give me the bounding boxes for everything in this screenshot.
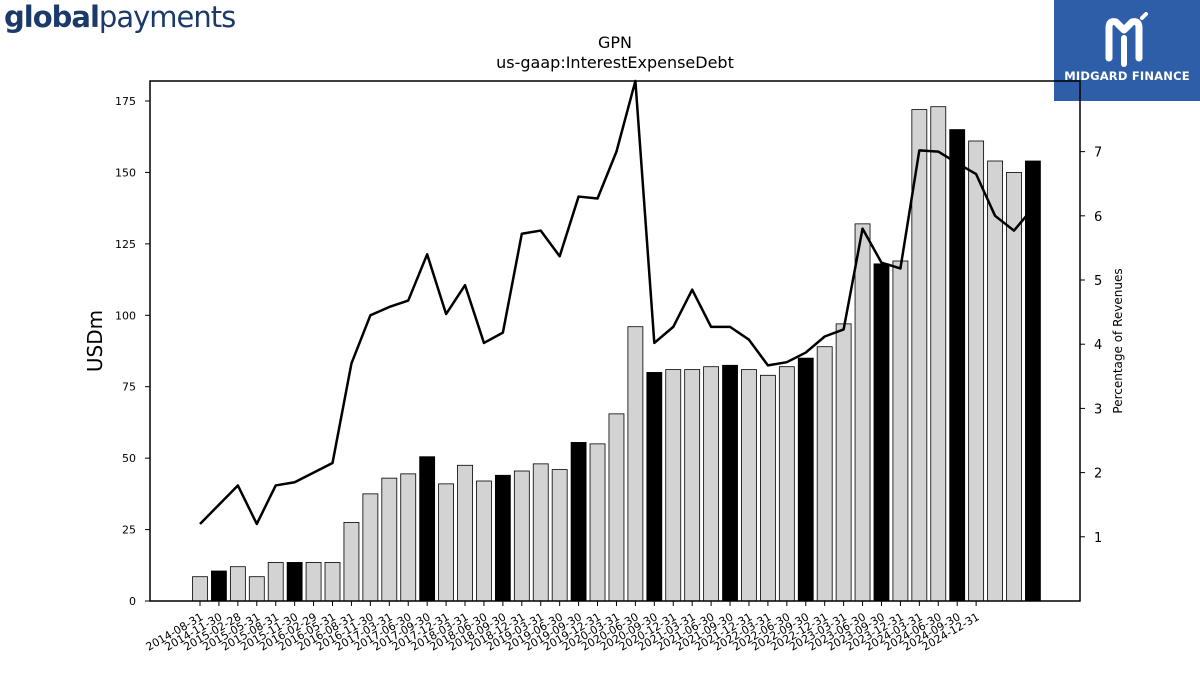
plot-frame [149, 80, 1081, 602]
series-line [199, 79, 1034, 526]
y-tick-label: 100 [115, 309, 136, 322]
y-axis-label: USDm [83, 310, 107, 372]
bar [419, 456, 436, 602]
line-layer [199, 79, 1034, 526]
bar [1025, 160, 1041, 602]
chart-title: GPN [598, 33, 632, 52]
bar [532, 463, 549, 602]
bar [248, 576, 265, 602]
y2-tick-label: 7 [1094, 146, 1102, 161]
bar [835, 323, 852, 602]
bar [760, 374, 776, 602]
bars-layer [192, 106, 1041, 602]
bar [438, 483, 454, 602]
bar [551, 469, 568, 602]
y-tick-label: 25 [122, 524, 136, 537]
bar [400, 473, 417, 602]
logo-regular-part: payments [98, 0, 236, 34]
bar [589, 443, 606, 602]
bar [192, 576, 208, 602]
bar [286, 562, 303, 602]
bar [381, 477, 398, 602]
y-tick-label: 50 [122, 452, 136, 465]
midgard-logo-text: MIDGARD FINANCE [1064, 69, 1190, 83]
y-tick-label: 150 [115, 166, 136, 179]
midgard-finance-logo: MIDGARD FINANCE [1054, 0, 1200, 101]
bar [797, 357, 814, 602]
bar [570, 442, 587, 602]
bar [362, 493, 379, 602]
y2-tick-label: 4 [1094, 338, 1102, 353]
bar [646, 372, 663, 602]
bar [665, 369, 682, 602]
chart-subtitle: us-gaap:InterestExpenseDebt [496, 53, 734, 72]
y2-tick-label: 5 [1094, 274, 1102, 289]
bar [267, 562, 284, 602]
x-axis: 2014-08-312014-11-302015-02-282015-05-31… [144, 601, 982, 654]
bar [229, 566, 246, 602]
bar [457, 464, 473, 602]
y2-axis-label: Percentage of Revenues [1111, 268, 1125, 413]
bar [627, 326, 644, 602]
bar [343, 522, 360, 602]
bar [892, 260, 909, 602]
y-axis-left: 0 25 50 75 100 125 150 175 [115, 95, 150, 608]
bar [949, 129, 966, 602]
y2-tick-label: 2 [1094, 467, 1102, 482]
bar [476, 480, 492, 602]
bar [513, 470, 530, 602]
globalpayments-logo: globalpayments [4, 0, 236, 34]
bar [816, 346, 833, 602]
bar [684, 369, 701, 602]
y-tick-label: 125 [115, 238, 136, 251]
bar [703, 366, 720, 602]
y-tick-label: 175 [115, 95, 136, 108]
bar [968, 140, 985, 602]
midgard-emblem-icon [1105, 12, 1148, 67]
bar [211, 570, 227, 602]
bar [854, 223, 871, 602]
y2-tick-label: 3 [1094, 402, 1102, 417]
y-tick-label: 75 [122, 381, 136, 394]
bar [722, 364, 738, 602]
logo-bold-part: global [4, 0, 100, 34]
bar [930, 106, 947, 602]
y-tick-label: 0 [129, 595, 136, 608]
bar [987, 160, 1003, 602]
bar [608, 413, 625, 602]
y-axis-right: 1 2 3 4 5 6 7 [1080, 146, 1102, 546]
y2-tick-label: 6 [1094, 210, 1102, 225]
bar [778, 366, 795, 602]
bar [741, 369, 757, 602]
bar [873, 263, 890, 602]
bar [305, 562, 322, 602]
bar [324, 562, 341, 602]
y2-tick-label: 1 [1094, 531, 1102, 546]
bar [1006, 172, 1022, 602]
bar [494, 474, 511, 602]
